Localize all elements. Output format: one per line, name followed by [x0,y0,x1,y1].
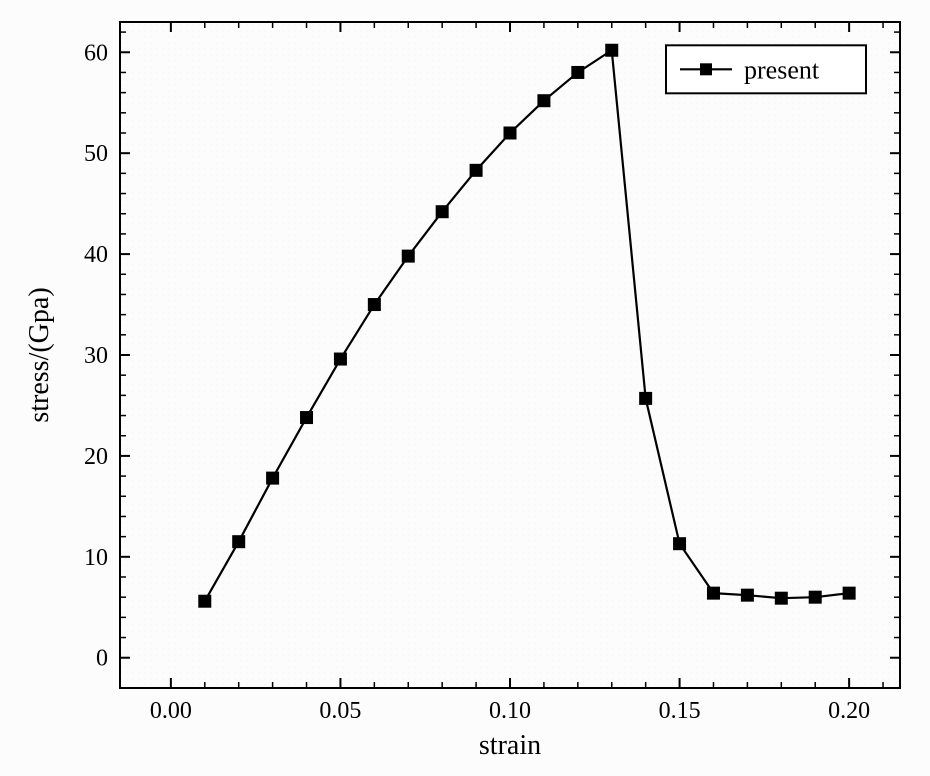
legend-sample-marker [700,63,712,75]
data-marker [301,412,313,424]
data-marker [606,44,618,56]
data-marker [707,587,719,599]
data-marker [843,587,855,599]
data-marker [640,392,652,404]
y-axis-label: stress/(Gpa) [24,287,55,422]
data-marker [199,595,211,607]
x-tick-label: 0.15 [659,698,701,724]
x-tick-label: 0.20 [828,698,870,724]
data-marker [775,592,787,604]
data-marker [402,250,414,262]
chart-container: 0.00 0.05 0.10 0.15 0.20 0 10 20 30 40 50 60 strain s… [0,0,930,776]
x-tick-label: 0.10 [489,698,531,724]
data-marker [233,536,245,548]
data-marker [538,95,550,107]
data-marker [267,472,279,484]
data-marker [436,206,448,218]
data-marker [572,66,584,78]
data-marker [334,353,346,365]
data-marker [741,589,753,601]
y-tick-label: 30 [84,343,108,369]
y-tick-label: 0 [96,646,108,672]
data-marker [504,127,516,139]
data-marker [809,591,821,603]
y-tick-label: 50 [84,141,108,167]
y-tick-label: 40 [84,242,108,268]
y-tick-label: 60 [84,40,108,66]
stress-strain-chart: 0.00 0.05 0.10 0.15 0.20 0 10 20 30 40 50 60 strain s… [0,0,930,776]
x-tick-label: 0.00 [150,698,192,724]
x-tick-label: 0.05 [319,698,361,724]
x-axis-label: strain [479,730,541,761]
legend-label: present [744,55,820,84]
data-marker [368,299,380,311]
data-marker [674,538,686,550]
y-tick-label: 10 [84,545,108,571]
y-tick-label: 20 [84,444,108,470]
data-marker [470,164,482,176]
